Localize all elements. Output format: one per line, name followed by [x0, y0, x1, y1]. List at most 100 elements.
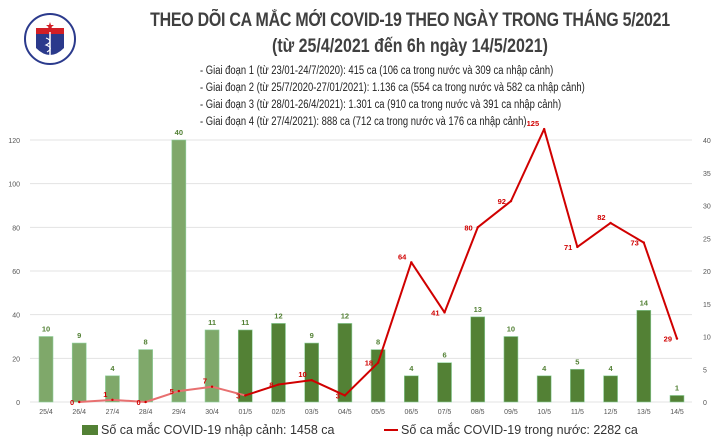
line-data-label: 1 [103, 390, 107, 399]
y-left-tick-label: 20 [12, 356, 20, 363]
line-data-label: 82 [597, 213, 605, 222]
line-point-domestic [576, 245, 579, 249]
bar-data-label: 9 [77, 331, 81, 340]
bar-imported [271, 323, 286, 403]
bar-data-label: 12 [274, 311, 282, 320]
bar-imported [38, 336, 54, 403]
x-tick-label: 28/4 [139, 409, 153, 416]
y-left-tick-label: 40 [12, 313, 20, 320]
bar-imported [304, 342, 319, 403]
line-data-label: 5 [170, 387, 174, 396]
x-tick-label: 09/5 [504, 409, 518, 416]
line-segment-domestic [344, 361, 379, 397]
legend-item-imported: Số ca mắc COVID-19 nhập cảnh: 1458 ca [82, 423, 334, 437]
bar-imported [370, 349, 386, 403]
line-data-label: 10 [298, 370, 306, 379]
line-segment-domestic [610, 222, 645, 244]
chart-subtitle: (từ 25/4/2021 đến 6h ngày 14/5/2021) [272, 36, 548, 57]
line-data-label: 3 [236, 391, 240, 400]
line-segment-domestic [278, 379, 312, 386]
bar-imported [470, 316, 486, 403]
line-data-label: 64 [398, 252, 407, 261]
legend-item-domestic: Số ca mắc COVID-19 trong nước: 2282 ca [384, 423, 638, 437]
x-tick-label: 02/5 [272, 409, 286, 416]
y-right-tick-label: 15 [703, 302, 711, 309]
bar-data-label: 6 [442, 351, 446, 360]
bar-imported [669, 395, 685, 403]
x-tick-label: 03/5 [305, 409, 319, 416]
line-segment-domestic [112, 398, 146, 403]
line-segment-domestic [244, 383, 279, 397]
x-tick-label: 07/5 [438, 409, 452, 416]
bar-data-label: 4 [608, 364, 613, 373]
bar-data-label: 9 [310, 331, 314, 340]
line-point-domestic [144, 400, 147, 404]
line-point-domestic [675, 337, 679, 340]
bar-imported [138, 349, 153, 403]
bar-imported [636, 309, 652, 403]
line-segment-domestic [477, 200, 512, 229]
bar-imported [204, 329, 220, 403]
x-tick-label: 12/5 [604, 409, 618, 416]
bar-imported [237, 329, 253, 403]
bar-imported [71, 342, 87, 403]
y-right-tick-label: 5 [703, 367, 707, 374]
legend-swatch-bar [82, 425, 98, 435]
x-tick-label: 14/5 [670, 409, 684, 416]
line-segment-domestic [145, 390, 180, 403]
bar-imported [603, 375, 618, 403]
bar-imported [437, 362, 452, 403]
bar-data-label: 8 [144, 338, 148, 347]
phase-note: - Giai đoạn 2 (từ 25/7/2020-27/01/2021):… [200, 82, 585, 94]
line-point-domestic [244, 394, 247, 397]
bar-data-label: 11 [241, 318, 249, 327]
y-left-tick-label: 0 [16, 400, 20, 407]
y-right-tick-label: 20 [703, 269, 711, 276]
line-data-label: 0 [136, 398, 140, 407]
line-data-label: 0 [70, 398, 74, 407]
line-data-label: 29 [664, 335, 672, 344]
bar-imported [503, 336, 519, 403]
y-right-tick-label: 0 [703, 400, 707, 407]
bar-imported [337, 323, 353, 403]
line-segment-domestic [377, 261, 413, 364]
bar-data-label: 1 [675, 383, 679, 392]
x-tick-label: 05/5 [371, 409, 385, 416]
x-tick-label: 10/5 [537, 409, 551, 416]
line-segment-domestic [443, 226, 479, 313]
y-left-tick-label: 120 [8, 138, 20, 145]
y-right-tick-label: 10 [703, 335, 711, 342]
bar-data-label: 5 [575, 357, 579, 366]
bar-imported [404, 375, 419, 403]
line-data-label: 18 [365, 359, 373, 368]
line-point-domestic [277, 383, 280, 386]
legend-label: Số ca mắc COVID-19 trong nước: 2282 ca [401, 423, 638, 437]
line-point-domestic [542, 127, 546, 131]
phase-note: - Giai đoạn 3 (từ 28/01-26/4/2021): 1.30… [200, 99, 562, 111]
bar-data-label: 10 [507, 325, 515, 334]
y-right-tick-label: 30 [703, 204, 711, 211]
line-segment-domestic [576, 222, 612, 248]
bar-data-label: 11 [208, 318, 216, 327]
line-data-label: 8 [269, 381, 273, 390]
line-point-domestic [476, 226, 479, 229]
line-segment-domestic [543, 128, 579, 248]
bar-data-label: 40 [175, 128, 183, 137]
x-tick-label: 04/5 [338, 409, 352, 416]
line-point-domestic [343, 394, 347, 397]
x-tick-label: 06/5 [405, 409, 419, 416]
bar-data-label: 12 [341, 311, 349, 320]
line-point-domestic [609, 221, 612, 225]
line-data-label: 73 [630, 239, 638, 248]
bar-data-label: 14 [640, 298, 649, 307]
bar-data-label: 4 [409, 364, 414, 373]
line-point-domestic [111, 398, 114, 402]
line-data-label: 41 [431, 308, 439, 317]
ministry-of-health-logo [24, 13, 76, 65]
phase-note: - Giai đoạn 1 (từ 23/01-24/7/2020): 415 … [200, 65, 554, 77]
x-tick-label: 27/4 [106, 409, 120, 416]
line-point-domestic [509, 199, 513, 203]
x-tick-label: 26/4 [72, 409, 86, 416]
y-right-tick-label: 25 [703, 236, 711, 243]
